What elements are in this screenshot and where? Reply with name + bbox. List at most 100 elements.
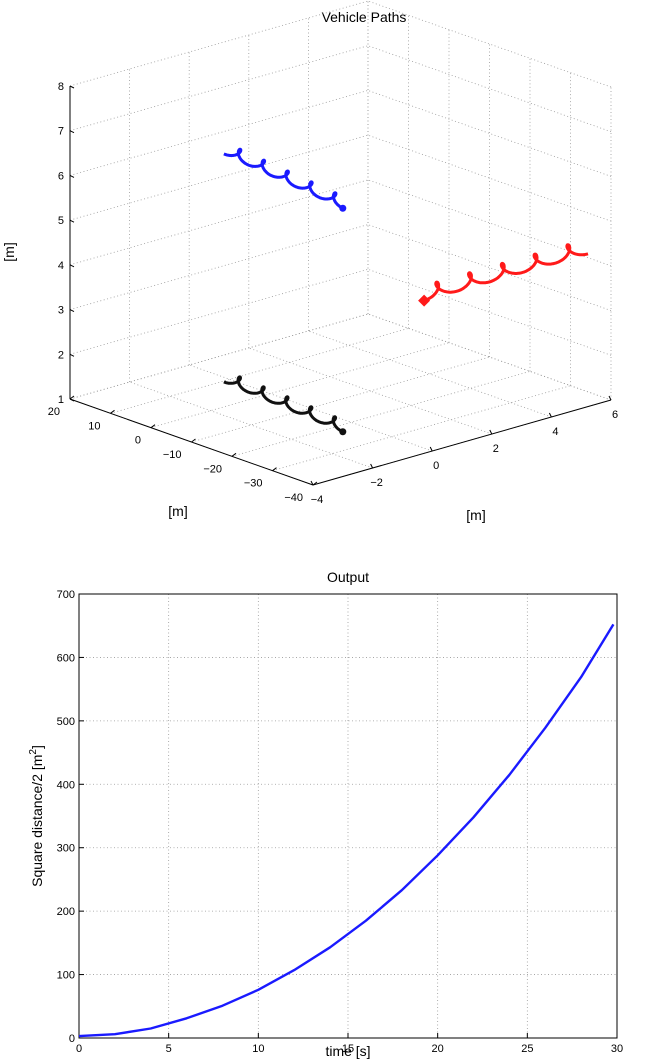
wall-grid-line bbox=[367, 134, 612, 222]
y-tick-mark bbox=[310, 480, 314, 486]
floor-grid-line bbox=[110, 327, 409, 414]
z-tick-mark bbox=[69, 130, 75, 134]
y-tick-mark bbox=[489, 429, 493, 435]
vehicle-paths-series bbox=[223, 147, 589, 436]
output-x-tick-label: 20 bbox=[432, 1043, 444, 1055]
floor-grid-line bbox=[272, 385, 571, 472]
y-tick-label: 0 bbox=[433, 460, 439, 472]
vehicle-paths-zlabel: [m] bbox=[1, 242, 17, 261]
output-ylabel: Square distance/2 [m2] bbox=[28, 745, 45, 887]
output-y-tick-label: 600 bbox=[57, 652, 75, 664]
wall-grid-line bbox=[367, 313, 612, 401]
floor-grid-line bbox=[150, 342, 450, 429]
wall-grid-line bbox=[367, 224, 612, 311]
y-tick-mark bbox=[608, 395, 612, 401]
x-tick-label: −10 bbox=[163, 449, 182, 461]
y-tick-label: −4 bbox=[311, 494, 324, 506]
vehicle-path-3 bbox=[223, 375, 344, 434]
wall-grid-line bbox=[69, 268, 369, 355]
wall-grid-line bbox=[69, 179, 369, 266]
output-chart: Output 0 5 10 15 20 25 30010020030040050060070… bbox=[28, 569, 623, 1059]
vehicle-path-2 bbox=[423, 243, 589, 303]
vehicle-paths-ylabel: [m] bbox=[466, 507, 485, 523]
x-tick-label: 0 bbox=[135, 435, 141, 447]
output-ylabel-main: Square distance/2 [m bbox=[29, 755, 45, 887]
output-grid bbox=[78, 593, 618, 1039]
wall-grid-line bbox=[367, 268, 612, 356]
x-tick-mark bbox=[272, 467, 277, 472]
wall-grid-line bbox=[69, 313, 369, 400]
x-tick-label: −30 bbox=[244, 478, 263, 490]
wall-grid-line bbox=[367, 0, 612, 88]
z-tick-mark bbox=[69, 309, 75, 313]
vehicle-marker-1 bbox=[339, 204, 347, 212]
x-tick-label: −20 bbox=[203, 463, 222, 475]
output-y-tick-label: 200 bbox=[57, 906, 75, 918]
output-y-tick-label: 500 bbox=[57, 716, 75, 728]
x-tick-mark bbox=[191, 438, 196, 443]
y-tick-mark bbox=[429, 446, 433, 452]
vehicle-path-1 bbox=[223, 147, 344, 210]
output-y-tick-label: 400 bbox=[57, 779, 75, 791]
vehicle-paths-grid bbox=[69, 0, 612, 486]
y-tick-label: 4 bbox=[552, 426, 558, 438]
wall-grid-line bbox=[69, 0, 369, 87]
output-x-tick-label: 0 bbox=[76, 1043, 82, 1055]
y-tick-mark bbox=[548, 412, 552, 418]
vehicle-paths-title: Vehicle Paths bbox=[322, 9, 407, 25]
output-x-tick-label: 25 bbox=[521, 1043, 533, 1055]
floor-grid-line bbox=[231, 370, 531, 457]
z-tick-label: 5 bbox=[58, 215, 64, 227]
output-y-tick-label: 700 bbox=[57, 589, 75, 601]
y-tick-mark bbox=[370, 463, 374, 469]
y-axis-line bbox=[312, 399, 612, 486]
z-tick-label: 7 bbox=[58, 126, 64, 138]
output-ylabel-end: ] bbox=[29, 745, 45, 749]
output-y-tick-label: 0 bbox=[69, 1033, 75, 1045]
y-tick-label: 6 bbox=[612, 409, 618, 421]
z-tick-mark bbox=[69, 85, 75, 89]
z-tick-label: 2 bbox=[58, 349, 64, 361]
x-tick-mark bbox=[110, 409, 115, 414]
wall-grid-line bbox=[69, 45, 369, 132]
output-series bbox=[78, 623, 615, 1038]
y-tick-label: −2 bbox=[370, 477, 383, 489]
x-tick-label: −40 bbox=[284, 492, 303, 504]
floor-grid-line bbox=[189, 364, 433, 452]
wall-grid-line bbox=[69, 134, 369, 221]
y-tick-label: 2 bbox=[493, 443, 499, 455]
z-tick-mark bbox=[69, 264, 75, 268]
wall-grid-line bbox=[367, 45, 612, 133]
output-title: Output bbox=[327, 569, 369, 585]
wall-grid-line bbox=[367, 90, 612, 177]
z-tick-mark bbox=[69, 398, 75, 402]
floor-grid-line bbox=[308, 330, 552, 418]
output-y-tick-label: 100 bbox=[57, 970, 75, 982]
x-tick-mark bbox=[69, 395, 75, 400]
vehicle-marker-3 bbox=[339, 428, 347, 436]
z-tick-label: 6 bbox=[58, 170, 64, 182]
output-y-tick-label: 300 bbox=[57, 843, 75, 855]
x-tick-mark bbox=[150, 424, 156, 429]
x-tick-mark bbox=[312, 481, 318, 486]
z-tick-label: 1 bbox=[58, 394, 64, 406]
vehicle-paths-axes bbox=[69, 85, 612, 486]
z-tick-mark bbox=[69, 174, 75, 178]
wall-grid-line bbox=[69, 90, 369, 176]
output-series-line-1 bbox=[78, 623, 615, 1038]
z-tick-mark bbox=[69, 353, 75, 357]
x-tick-mark bbox=[231, 452, 237, 457]
floor-grid-line bbox=[129, 381, 373, 469]
output-plot-frame bbox=[78, 593, 618, 1039]
output-x-tick-label: 5 bbox=[166, 1043, 172, 1055]
z-tick-mark bbox=[69, 219, 75, 223]
z-tick-label: 8 bbox=[58, 81, 64, 93]
z-tick-label: 4 bbox=[58, 260, 64, 272]
x-tick-label: 20 bbox=[48, 406, 60, 418]
output-ylabel-sup: 2 bbox=[28, 749, 39, 755]
output-x-tick-label: 30 bbox=[611, 1043, 623, 1055]
output-x-tick-label: 10 bbox=[252, 1043, 264, 1055]
